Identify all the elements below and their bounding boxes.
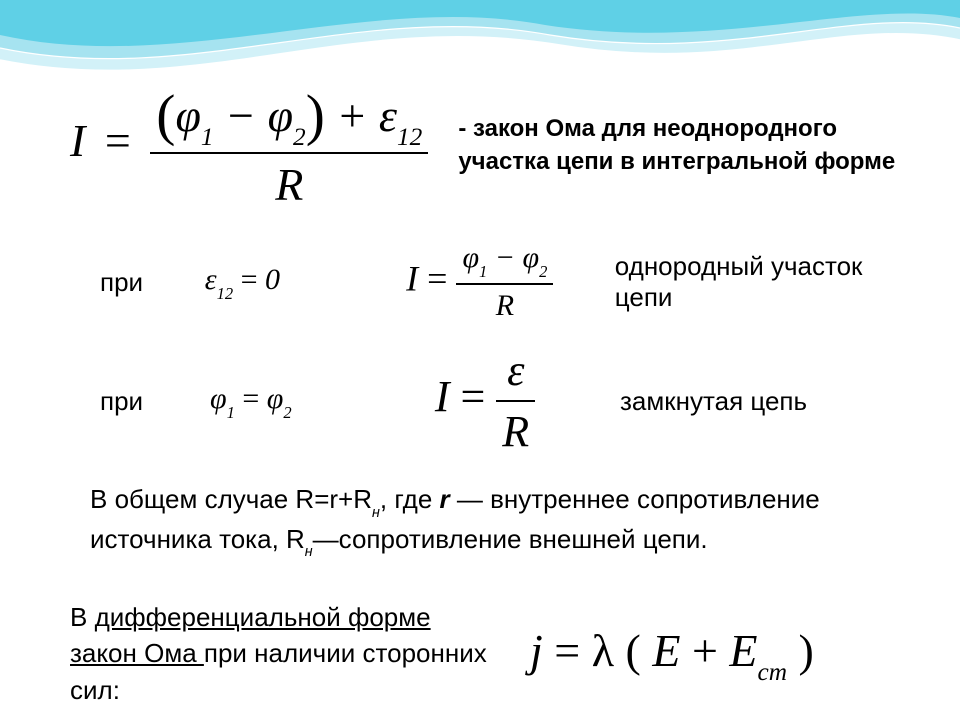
slide: I = (φ1 − φ2) + ε12 R - закон Ома для не…: [0, 0, 960, 720]
differential-row: В дифференциальной форме закон Ома при н…: [70, 599, 890, 708]
cond1-formula: I = φ1 − φ2 R: [395, 241, 565, 323]
main-formula: I = (φ1 − φ2) + ε12 R: [70, 80, 428, 211]
cond-word-2: при: [100, 386, 160, 417]
differential-label: В дифференциальной форме закон Ома при н…: [70, 599, 490, 708]
main-formula-label: - закон Ома для неоднородного участка це…: [458, 113, 900, 178]
cond2-equation: φ1 = φ2: [210, 382, 350, 420]
general-case-paragraph: В общем случае R=r+Rн, где r — внутренне…: [90, 481, 890, 561]
main-formula-row: I = (φ1 − φ2) + ε12 R - закон Ома для не…: [70, 80, 900, 211]
cond2-formula: I = ε R: [400, 345, 570, 457]
cond2-desc: замкнутая цепь: [620, 386, 807, 417]
cond1-desc: однородный участок цепи: [615, 251, 900, 313]
content-area: I = (φ1 − φ2) + ε12 R - закон Ома для не…: [0, 0, 960, 720]
differential-formula: j = λ ( E + Eст ): [530, 624, 814, 683]
condition-row-1: при ε12 = 0 I = φ1 − φ2 R однородный уча…: [100, 241, 900, 323]
condition-row-2: при φ1 = φ2 I = ε R замкнутая цепь: [100, 345, 900, 457]
cond1-equation: ε12 = 0: [205, 263, 345, 301]
cond-word: при: [100, 267, 155, 298]
